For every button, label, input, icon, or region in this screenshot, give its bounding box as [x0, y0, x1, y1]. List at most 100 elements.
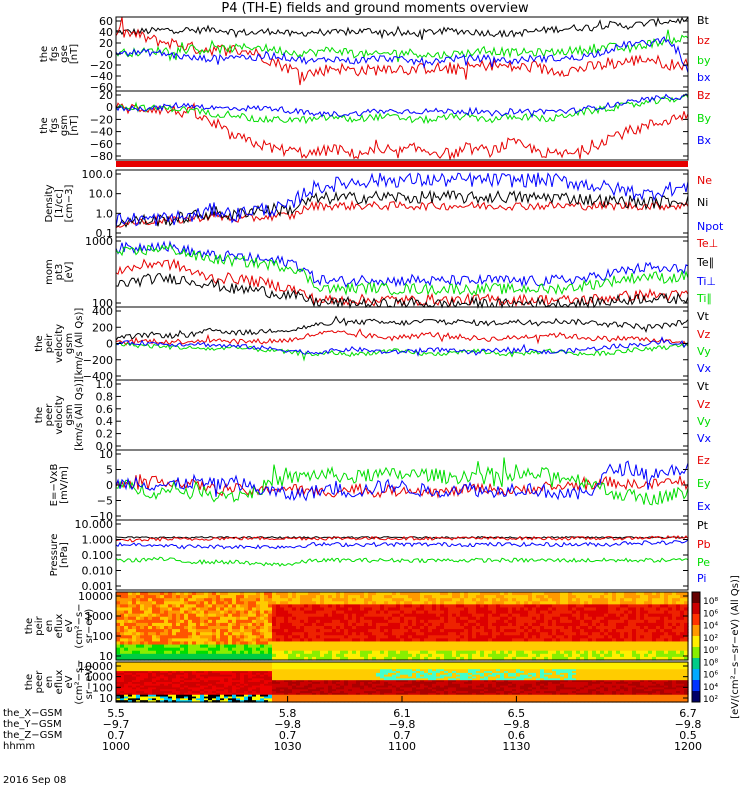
panel-peir-en: 10000 1000 100 10 the peir en eflux eV (cm²−s− sr−… — [24, 590, 689, 663]
xtick-1-3: 1030 — [274, 740, 302, 753]
legend-density-2: Npot — [697, 220, 724, 233]
ytick-peir-en-3: 10 — [99, 650, 113, 663]
separator-bar — [116, 161, 688, 167]
ylabel-efield-0: E=−VxB — [49, 464, 60, 507]
legend-density-0: Ne — [697, 174, 712, 187]
panel-efield: 10 5 0 −5 −10 E=−VxB [mV/m] Ez Ey Ex — [49, 448, 711, 523]
ylabel-peer-vel-0: the — [34, 407, 45, 423]
ytick-peir-vel-2: 0 — [106, 338, 113, 351]
xtick-2-2: 0.7 — [393, 729, 411, 742]
ytick-fgs-gsm-5: −80 — [90, 150, 113, 163]
colorbar-tick-2: 10⁴ — [703, 622, 718, 632]
ylabel-peer-en-0: the — [24, 674, 35, 690]
panel-mom-temp: 1000 100 mom pt3 [eV] Te⊥ Te∥ Ti⊥ Ti∥ — [44, 235, 718, 310]
series-mom-temp-3 — [115, 243, 689, 297]
series-pressure-2 — [115, 556, 689, 567]
series-pressure-1 — [115, 535, 689, 543]
xtick-1-0: 5.8 — [279, 707, 297, 720]
legend-fgs-2: by — [697, 54, 711, 67]
ytick-density-0: 100.0 — [82, 168, 114, 181]
series-fgs-gsm-0 — [115, 102, 689, 160]
ytick-fgs-1: 40 — [99, 26, 113, 39]
series-density-2 — [115, 171, 689, 228]
ylabel-pressure-1: [nPa] — [59, 542, 70, 568]
ylabel-peer-vel-4: [km/s (All Qs)] — [74, 379, 85, 451]
ylabel-mom-temp-1: pt3 — [54, 264, 65, 281]
legend-fgs-3: bx — [697, 71, 711, 84]
ylabel-peer-en-3: eflux — [54, 670, 65, 695]
legend-mom-temp-1: Te∥ — [696, 256, 714, 269]
series-peir-vel-2 — [115, 341, 689, 362]
legend-mom-temp-3: Ti∥ — [696, 292, 712, 305]
series-fgs-2 — [115, 29, 689, 63]
ylabel-fgs-3: [nT] — [69, 44, 80, 64]
ylabel-peir-vel-4: [km/s (All Qs)] — [74, 308, 85, 380]
eph-row-label-hhmm: hhmm — [3, 741, 36, 752]
ylabel-peer-en-2: en — [44, 676, 55, 689]
legend-mom-temp-2: Ti⊥ — [696, 275, 716, 288]
ylabel-fgs-gsm-3: [nT] — [69, 115, 80, 135]
series-fgs-gsm-1 — [115, 92, 689, 125]
ylabel-pressure-0: Pressure — [49, 534, 60, 577]
series-pressure-3 — [115, 539, 689, 550]
legend-fgs-gsm-1: By — [697, 112, 712, 125]
series-fgs-gsm-2 — [115, 93, 689, 119]
ytick-peir-vel-1: 200 — [92, 321, 113, 334]
xtick-0-2: 0.7 — [107, 729, 125, 742]
legend-peir-vel-0: Vt — [697, 310, 710, 323]
ylabel-fgs-gsm-1: fgs — [49, 118, 60, 133]
ytick-fgs-gsm-3: −40 — [90, 126, 113, 139]
xtick-2-1: −9.8 — [389, 718, 416, 731]
legend-fgs-gsm-0: Bz — [697, 89, 711, 102]
ylabel-peer-vel-3: gsm — [64, 404, 75, 425]
legend-peir-vel-1: Vz — [697, 328, 711, 341]
xtick-4-0: 6.7 — [679, 707, 697, 720]
ylabel-efield-1: [mV/m] — [59, 466, 70, 504]
panel-fgs-gsm: 200−20−40−60−80 the fgs gsm [nT] Bz By Bx — [39, 89, 712, 163]
ytick-peer-en-3: 10 — [99, 692, 113, 705]
ytick-peer-en-2: 100 — [92, 681, 113, 694]
xtick-3-0: 6.5 — [508, 707, 526, 720]
ytick-pressure-2: 0.100 — [82, 549, 114, 562]
ytick-peir-vel-4: −400 — [83, 370, 113, 383]
colorbar-tick-5: 10⁸ — [703, 658, 718, 668]
xtick-4-2: 0.5 — [679, 729, 697, 742]
ylabel-mom-temp-0: mom — [44, 259, 55, 285]
ylabel-density-1: [1/cc] — [54, 189, 65, 218]
xtick-4-3: 1200 — [674, 740, 702, 753]
panel-density: 100.0 10.0 1.0 0.1 Density [1/cc] [cm−3] Ne Ni Np… — [44, 168, 724, 240]
plot-title: P4 (TH-E) fields and ground moments over… — [221, 1, 529, 16]
legend-peer-vel-2: Vy — [697, 415, 711, 428]
ytick-efield-0: 10 — [99, 448, 113, 461]
colorbar-label: [eV/(cm²−s−sr−eV) (All Qs)] — [730, 575, 741, 719]
ytick-fgs-0: 60 — [99, 15, 113, 28]
legend-pressure-1: Pb — [697, 538, 711, 551]
colorbar-tick-7: 10⁴ — [703, 683, 718, 693]
ylabel-peer-vel-1: peer — [44, 403, 55, 427]
series-mom-temp-2 — [115, 240, 689, 288]
xtick-4-1: −9.8 — [675, 718, 702, 731]
xtick-3-2: 0.6 — [508, 729, 526, 742]
ylabel-fgs-2: gse — [59, 45, 70, 63]
ylabel-peer-en-6: sr−eV) — [84, 665, 95, 700]
ytick-fgs-2: 20 — [99, 37, 113, 50]
xtick-2-3: 1100 — [388, 740, 416, 753]
ytick-peer-en-0: 10000 — [78, 660, 113, 673]
plot-date: 2016 Sep 08 — [3, 775, 67, 786]
series-pressure-0 — [115, 535, 689, 540]
legend-fgs-0: Bt — [697, 14, 710, 27]
ylabel-fgs-1: fgs — [49, 46, 60, 61]
series-fgs-0 — [115, 16, 689, 40]
ytick-density-3: 0.1 — [96, 227, 114, 240]
ylabel-peer-en-5: (cm²−s− — [74, 659, 85, 704]
ylabel-peir-vel-3: gsm — [64, 333, 75, 354]
ylabel-density-2: [cm−3] — [64, 185, 75, 223]
eph-row-label-z: the_Z−GSM — [3, 730, 63, 741]
ytick-density-2: 1.0 — [96, 207, 114, 220]
legend-pressure-0: Pt — [697, 519, 709, 532]
series-fgs-1 — [115, 16, 689, 86]
series-mom-temp-1 — [115, 272, 689, 309]
ytick-peir-en-2: 100 — [92, 630, 113, 643]
ytick-peer-vel-4: 0.2 — [96, 428, 114, 441]
